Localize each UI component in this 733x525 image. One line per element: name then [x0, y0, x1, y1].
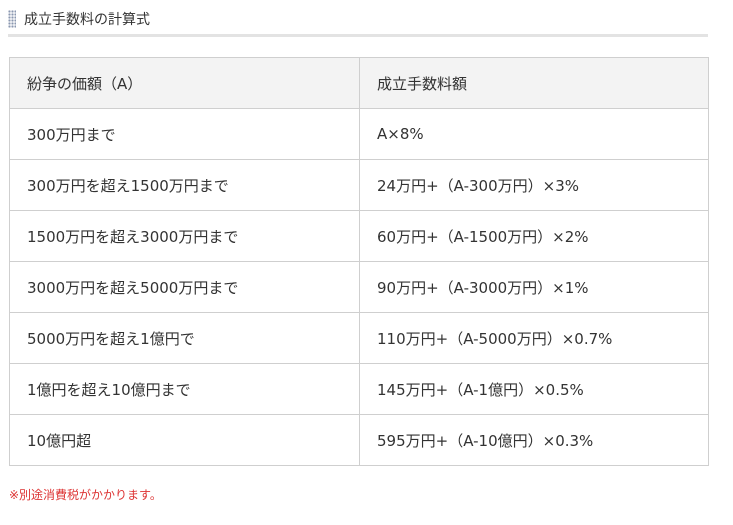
table-cell: 1億円を超え10億円まで	[9, 363, 360, 415]
table-row: 10億円超 595万円+（A-10億円）×0.3%	[9, 414, 709, 466]
table-cell: A×8%	[359, 108, 709, 160]
section-heading: 成立手数料の計算式	[8, 6, 708, 32]
table-cell: 300万円まで	[9, 108, 360, 160]
table-cell: 595万円+（A-10億円）×0.3%	[359, 414, 709, 466]
table-row: 300万円まで A×8%	[9, 108, 709, 160]
table-cell: 110万円+（A-5000万円）×0.7%	[359, 312, 709, 364]
heading-icon	[8, 10, 16, 28]
table-body: 300万円まで A×8% 300万円を超え1500万円まで 24万円+（A-300万円…	[9, 108, 709, 466]
table-cell: 60万円+（A-1500万円）×2%	[359, 210, 709, 262]
note: ※別途消費税がかかります。	[9, 488, 162, 502]
header-cell: 紛争の価額（A）	[9, 57, 360, 109]
table-row: 1500万円を超え3000万円まで 60万円+（A-1500万円）×2%	[9, 210, 709, 262]
header-row: 紛争の価額（A） 成立手数料額	[9, 57, 709, 109]
table-cell: 5000万円を超え1億円で	[9, 312, 360, 364]
table-cell: 90万円+（A-3000万円）×1%	[359, 261, 709, 313]
table-row: 1億円を超え10億円まで 145万円+（A-1億円）×0.5%	[9, 363, 709, 415]
table-cell: 145万円+（A-1億円）×0.5%	[359, 363, 709, 415]
table-cell: 300万円を超え1500万円まで	[9, 159, 360, 211]
table-cell: 24万円+（A-300万円）×3%	[359, 159, 709, 211]
heading-rule	[8, 34, 708, 37]
table-cell: 1500万円を超え3000万円まで	[9, 210, 360, 262]
table-row: 300万円を超え1500万円まで 24万円+（A-300万円）×3%	[9, 159, 709, 211]
table-cell: 3000万円を超え5000万円まで	[9, 261, 360, 313]
fee-table: 紛争の価額（A） 成立手数料額 300万円まで A×8% 300万円を超え1500万円…	[9, 57, 709, 466]
table-row: 3000万円を超え5000万円まで 90万円+（A-3000万円）×1%	[9, 261, 709, 313]
header-cell: 成立手数料額	[359, 57, 709, 109]
table-cell: 10億円超	[9, 414, 360, 466]
table-row: 5000万円を超え1億円で 110万円+（A-5000万円）×0.7%	[9, 312, 709, 364]
heading-title: 成立手数料の計算式	[24, 12, 150, 28]
